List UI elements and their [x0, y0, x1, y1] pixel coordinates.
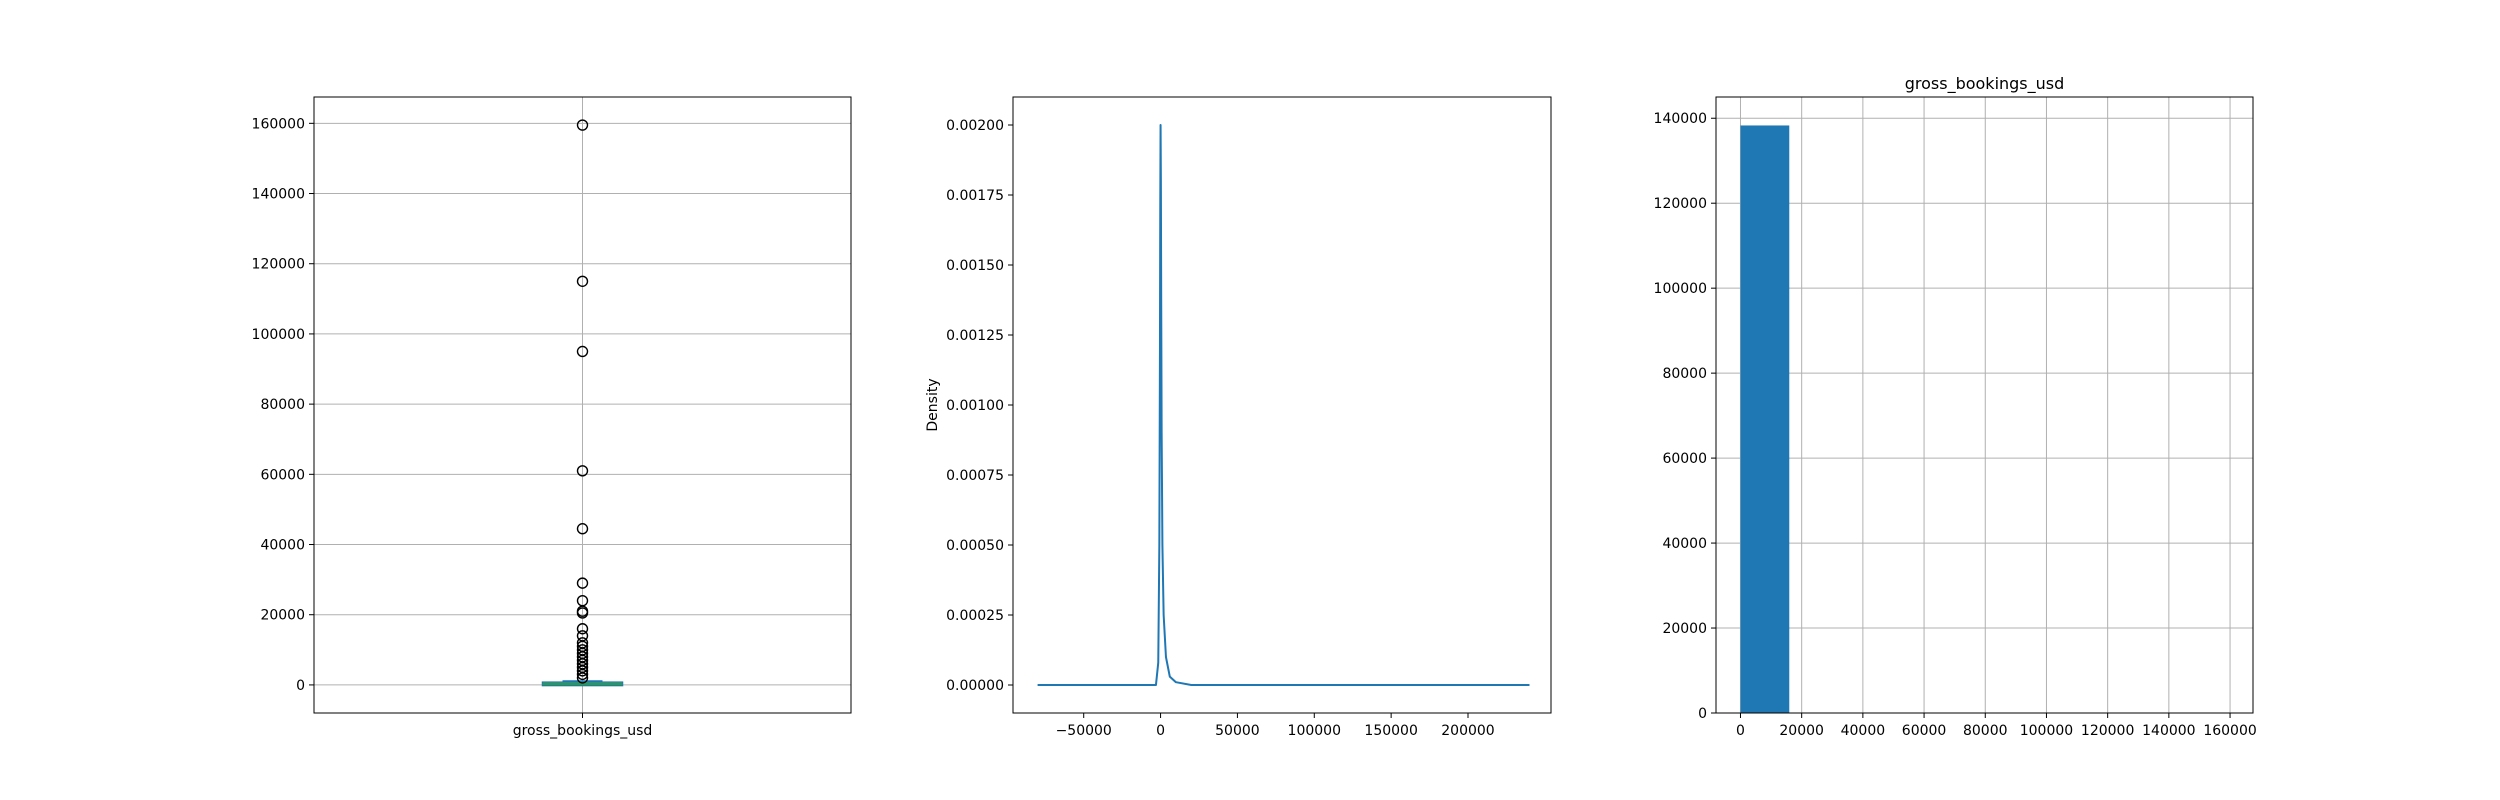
y-tick-label: 160000 — [252, 116, 305, 132]
y-tick-label: 20000 — [260, 608, 305, 624]
histogram-bar — [1740, 125, 1790, 714]
x-tick-label: 20000 — [1779, 723, 1824, 739]
x-tick-label: 0 — [1736, 723, 1745, 739]
outlier-point — [576, 668, 589, 681]
density-line — [1037, 124, 1530, 686]
outlier-point — [576, 275, 589, 287]
x-tick-label: 50000 — [1215, 723, 1260, 739]
outlier-point — [576, 345, 589, 358]
x-tick-label: 160000 — [2203, 723, 2256, 739]
boxplot-panel: 0 20000 40000 60000 80000 100000 120000 140000 1… — [252, 96, 852, 739]
y-tick-label: 0.00150 — [946, 258, 1004, 274]
y-tick-label: 140000 — [1654, 111, 1707, 127]
y-tick-label: 0.00100 — [946, 398, 1004, 414]
x-tick-label: 100000 — [2020, 723, 2073, 739]
x-tick-label: gross_bookings_usd — [513, 723, 653, 739]
y-tick-label: 0.00000 — [946, 678, 1004, 694]
outlier-point — [576, 119, 589, 131]
outlier-point — [576, 577, 589, 589]
x-tick-label: −50000 — [1056, 723, 1112, 739]
y-tick-label: 0 — [1698, 706, 1707, 722]
x-tick-label: 200000 — [1441, 723, 1494, 739]
x-tick-label: 40000 — [1841, 723, 1886, 739]
x-tick-label: 120000 — [2081, 723, 2134, 739]
y-tick-label: 60000 — [1662, 451, 1707, 467]
y-tick-label: 40000 — [260, 538, 305, 554]
y-tick-label: 0.00050 — [946, 538, 1004, 554]
axes-frame — [1715, 96, 2254, 714]
x-tick-label: 100000 — [1288, 723, 1341, 739]
y-tick-label: 80000 — [260, 397, 305, 413]
density-panel: 0.00000 0.00025 0.00050 0.00075 0.00100 0.001… — [925, 96, 1552, 739]
y-tick-label: 20000 — [1662, 621, 1707, 637]
x-tick-label: 60000 — [1902, 723, 1947, 739]
y-tick-label: 140000 — [252, 187, 305, 203]
y-tick-label: 100000 — [1654, 281, 1707, 297]
y-tick-label: 60000 — [260, 467, 305, 483]
x-tick-label: 150000 — [1364, 723, 1417, 739]
y-tick-label: 120000 — [252, 257, 305, 273]
outlier-point — [576, 623, 589, 635]
y-tick-label: 0 — [296, 678, 305, 694]
y-tick-label: 0.00175 — [946, 188, 1004, 204]
x-tick-label: 80000 — [1963, 723, 2008, 739]
y-axis-label: Density — [925, 378, 941, 431]
chart-title: gross_bookings_usd — [1905, 74, 2065, 94]
y-tick-label: 120000 — [1654, 196, 1707, 212]
axes-frame — [1012, 96, 1552, 714]
y-tick-label: 0.00075 — [946, 468, 1004, 484]
outlier-point — [576, 672, 589, 684]
y-tick-label: 40000 — [1662, 536, 1707, 552]
x-tick-label: 140000 — [2142, 723, 2195, 739]
y-tick-label: 100000 — [252, 327, 305, 343]
outlier-point — [576, 465, 589, 477]
y-tick-label: 0.00200 — [946, 118, 1004, 134]
y-tick-label: 0.00125 — [946, 328, 1004, 344]
y-tick-label: 80000 — [1662, 366, 1707, 382]
outlier-point — [576, 665, 589, 677]
x-tick-label: 0 — [1156, 723, 1165, 739]
outlier-point — [576, 607, 589, 619]
y-tick-label: 0.00025 — [946, 608, 1004, 624]
histogram-panel: 0 20000 40000 60000 80000 100000 120000 140000 0… — [1654, 74, 2257, 739]
outlier-point — [576, 523, 589, 535]
